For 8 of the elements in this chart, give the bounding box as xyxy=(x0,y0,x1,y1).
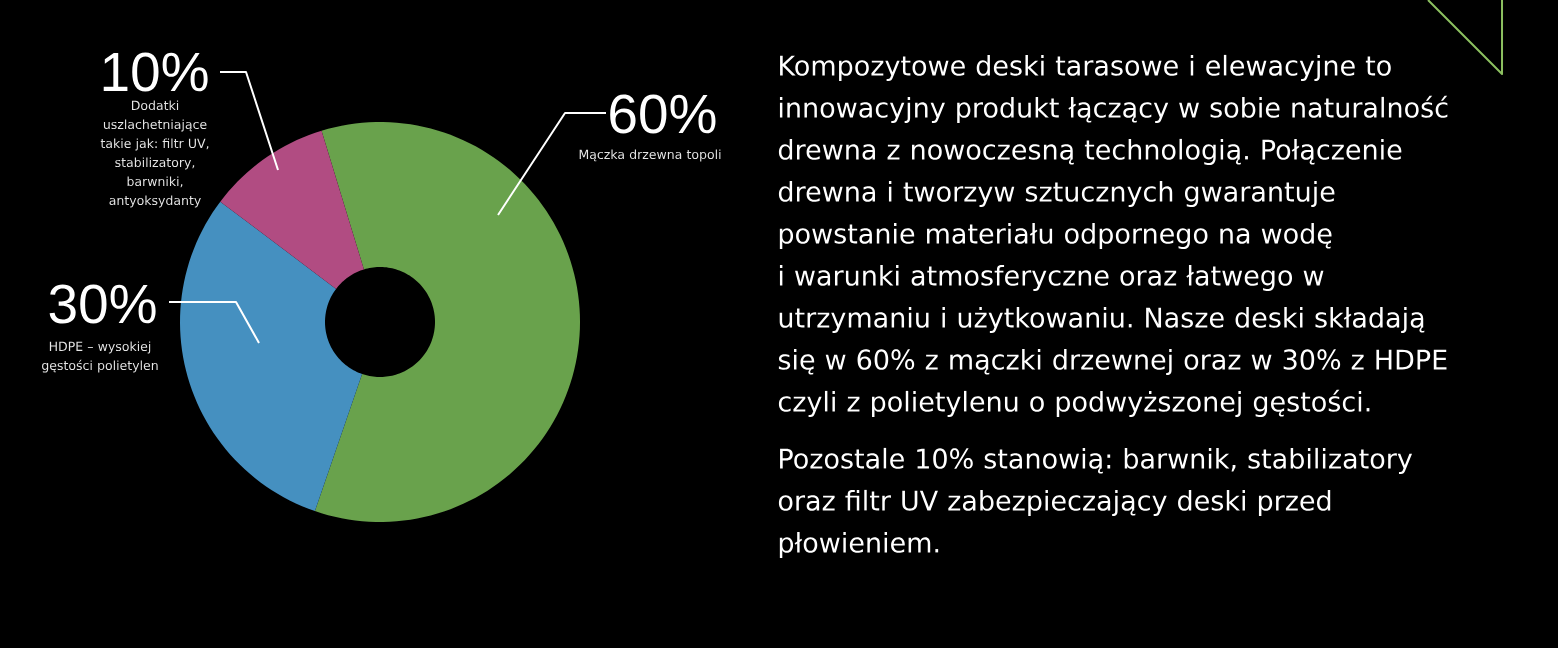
slice-label: HDPE – wysokiej gęstości polietylen xyxy=(42,341,158,373)
data-label: 60% xyxy=(610,94,716,134)
data-label: 10% xyxy=(103,52,208,92)
data-label: 30% xyxy=(49,284,156,324)
text: Pozostale 10% stanowią: barwnik, stabilizatory oraz filtr UV zabezpieczający deski przed płowieniem. xyxy=(778,447,1413,559)
slice-label: Dodatki uszlachetniające takie jak: filtr UV, stabilizatory, barwniki, antyoksydanty xyxy=(100,100,209,208)
text: Kompozytowe deski tarasowe i elewacyjne to innowacyjny produkt łączący w sobie naturalność drewna z nowoczesną technologią. Połączenie drewna i tworzyw sztucznych gwarantuje powstanie materiału odpornego na wodę i warunki atmosferyczne oraz łatwego w utrzymaniu i użytkowaniu. Nasze deski składają się w 60% z mączki drzewnej oraz w 30% z HDPE czyli z polietylenu o podwyższonej gęstości. xyxy=(778,54,1448,418)
slice-label: Mączka drzewna topoli xyxy=(579,149,721,162)
